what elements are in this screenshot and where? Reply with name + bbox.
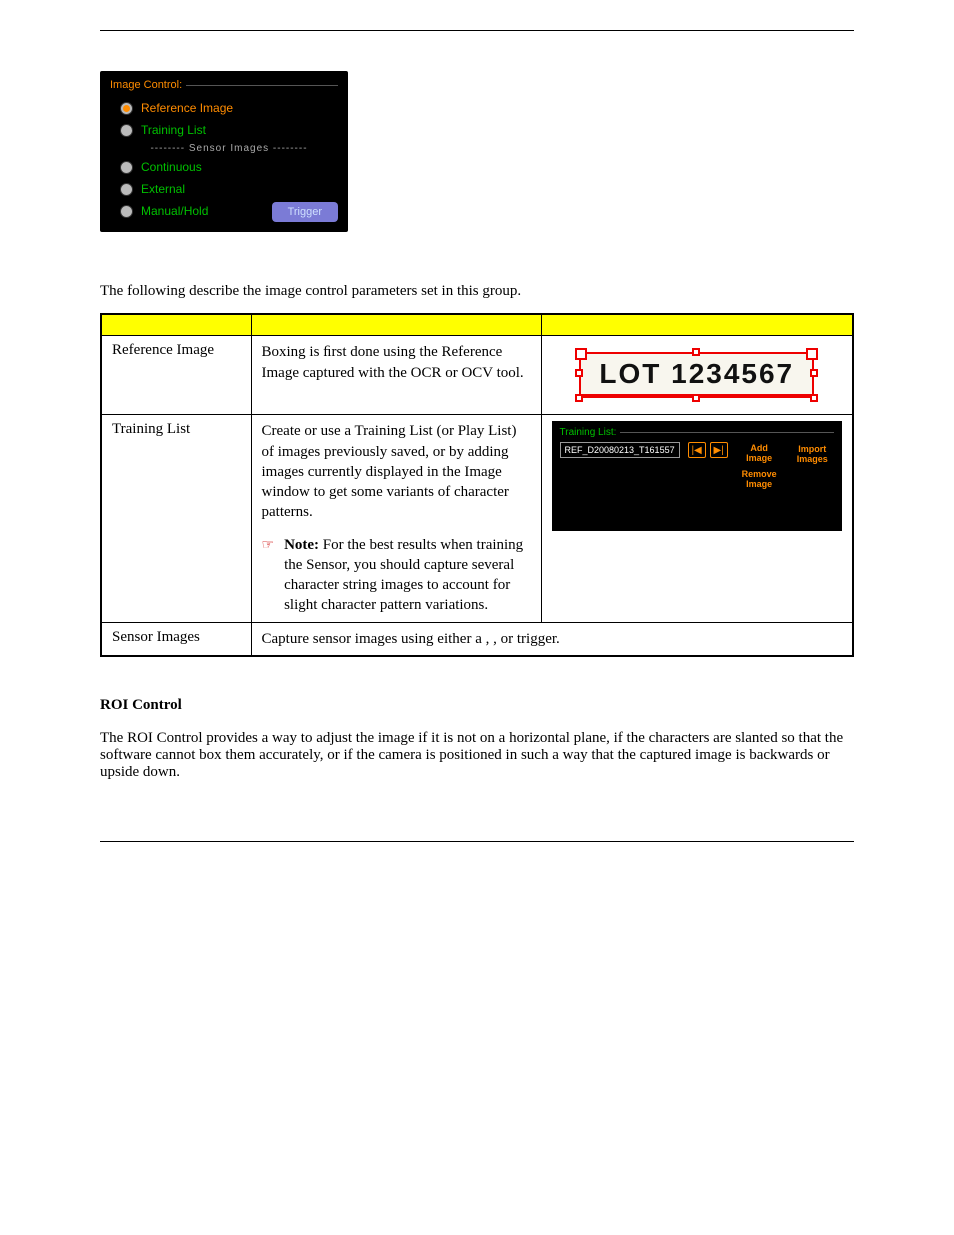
radio-reference-image[interactable]: Reference Image — [120, 97, 338, 119]
training-list-desc: Create or use a Training List (or Play L… — [262, 421, 531, 522]
table-row: Sensor Images Capture sensor images usin… — [101, 622, 853, 656]
roi-control-body: The ROI Control provides a way to adjust… — [100, 730, 854, 781]
table-row: Training List Create or use a Training L… — [101, 415, 853, 622]
param-name: Training List — [101, 415, 251, 622]
add-image-button[interactable]: Add Image — [736, 442, 783, 466]
page-top-rule — [100, 30, 854, 31]
param-desc: Boxing is ﬁrst done using the Reference … — [251, 336, 541, 415]
image-control-parameters-table: Reference Image Boxing is ﬁrst done usin… — [100, 313, 854, 657]
training-list-panel: Training List: REF_D20080213_T161557 |◀ … — [552, 421, 843, 531]
intro-paragraph: The following describe the image control… — [100, 282, 854, 301]
radio-dot-icon — [120, 183, 133, 196]
page-bottom-rule — [100, 841, 854, 842]
radio-training-list[interactable]: Training List — [120, 119, 338, 141]
image-control-legend-text: Image Control: — [110, 79, 182, 91]
radio-dot-icon — [120, 102, 133, 115]
param-name: Sensor Images — [101, 622, 251, 656]
nav-first-button[interactable]: |◀ — [688, 442, 706, 458]
roi-control-heading: ROI Control — [100, 697, 854, 714]
param-name: Reference Image — [101, 336, 251, 415]
trigger-button[interactable]: Trigger — [272, 202, 338, 222]
lot-bounding-box: LOT 1234567 — [579, 352, 814, 398]
sensor-images-divider: -------- Sensor Images -------- — [120, 143, 338, 154]
training-list-ref-field[interactable]: REF_D20080213_T161557 — [560, 442, 680, 458]
note-body: For the best results when training the S… — [284, 537, 523, 614]
radio-dot-icon — [120, 205, 133, 218]
note-label: Note: — [284, 537, 319, 553]
radio-external-label: External — [141, 178, 185, 200]
param-illustration: Training List: REF_D20080213_T161557 |◀ … — [541, 415, 853, 622]
param-illustration: LOT 1234567 — [541, 336, 853, 415]
radio-dot-icon — [120, 124, 133, 137]
training-list-legend: Training List: — [560, 427, 835, 438]
table-row: Reference Image Boxing is ﬁrst done usin… — [101, 336, 853, 415]
radio-reference-label: Reference Image — [141, 97, 233, 119]
image-control-legend: Image Control: — [110, 79, 338, 91]
radio-training-label: Training List — [141, 119, 206, 141]
note-icon: ☞ — [262, 535, 275, 616]
radio-dot-icon — [120, 161, 133, 174]
param-desc: Capture sensor images using either a , ,… — [251, 622, 853, 656]
note-text: Note: For the best results when training… — [284, 535, 530, 616]
radio-manual-label: Manual/Hold — [141, 200, 208, 222]
radio-continuous[interactable]: Continuous — [120, 156, 338, 178]
param-desc: Create or use a Training List (or Play L… — [251, 415, 541, 622]
radio-external[interactable]: External — [120, 178, 338, 200]
remove-image-button[interactable]: Remove Image — [736, 468, 783, 492]
lot-text: LOT 1234567 — [599, 358, 794, 389]
import-images-button[interactable]: Import Images — [791, 442, 834, 466]
image-control-panel: Image Control: Reference Image Training … — [100, 71, 348, 232]
radio-continuous-label: Continuous — [141, 156, 202, 178]
nav-last-button[interactable]: ▶| — [710, 442, 728, 458]
